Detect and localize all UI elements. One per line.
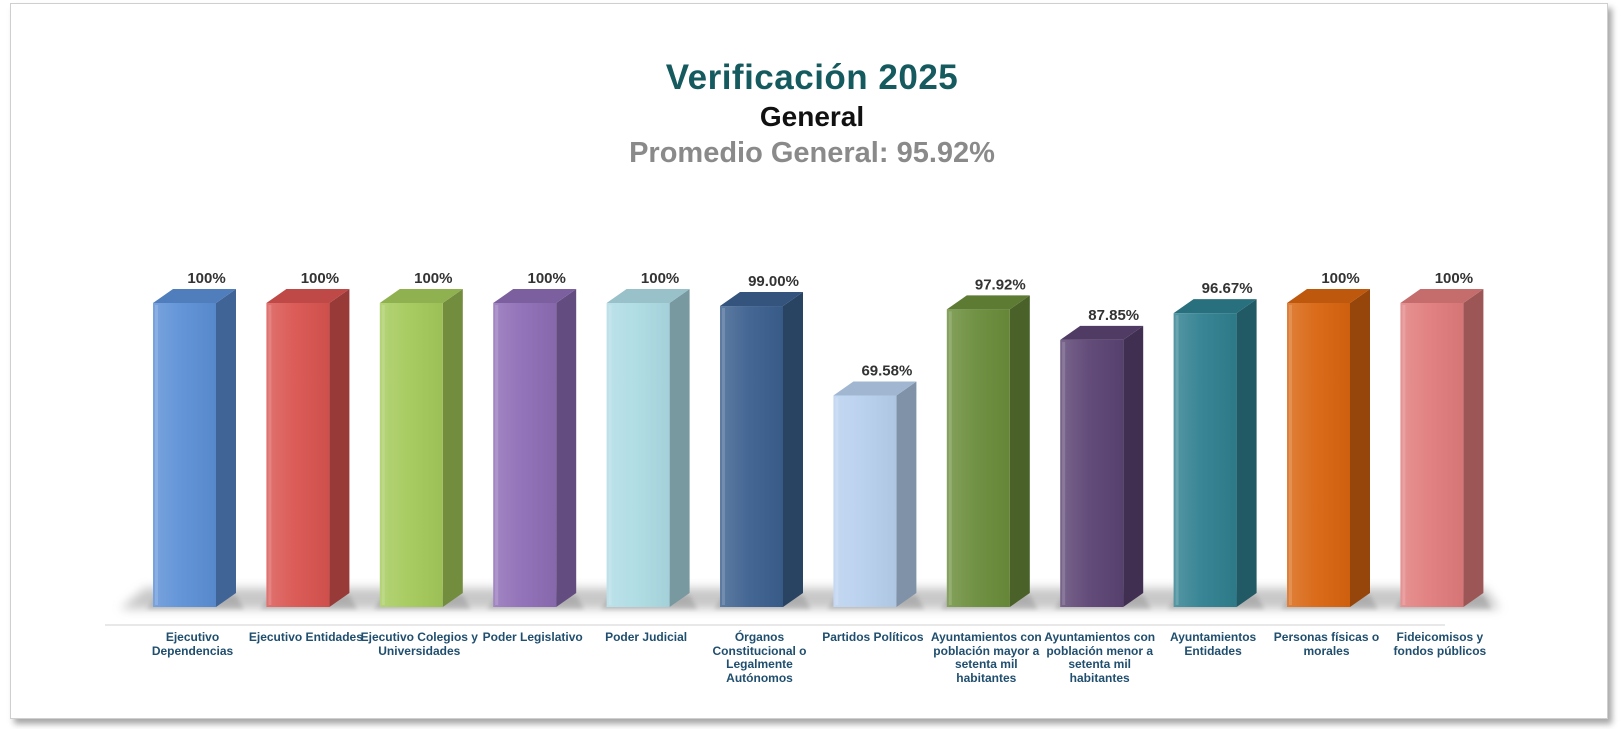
bar-value-label: 69.58% — [861, 362, 912, 379]
bar-value-label: 100% — [641, 270, 679, 287]
bar-value-label: 100% — [1435, 270, 1473, 287]
bar-value-label: 100% — [414, 270, 452, 287]
category-label: Ejecutivo Dependencias — [151, 630, 234, 658]
bar — [714, 292, 811, 609]
bar-value-label: 97.92% — [975, 276, 1026, 293]
bar — [260, 289, 358, 609]
bar — [373, 289, 471, 609]
bar-value-label: 100% — [301, 270, 339, 287]
bar — [1167, 299, 1265, 609]
bar — [1281, 289, 1378, 609]
chart-subtitle: General — [759, 101, 865, 132]
category-label: Partidos Políticos — [822, 630, 924, 644]
category-label: Poder Legislativo — [482, 630, 583, 644]
bar-value-label: 96.67% — [1202, 280, 1253, 297]
category-label: Poder Judicial — [605, 630, 688, 644]
average-label: Promedio General: 95.92% — [629, 137, 995, 169]
category-label: Ayuntamientos con población mayor a sete… — [930, 630, 1042, 685]
category-label: Órganos Constitucional o Legalmente Autó… — [712, 630, 807, 685]
category-label: Fideicomisos y fondos públicos — [1393, 630, 1487, 658]
bar-value-label: 100% — [528, 270, 566, 287]
category-label: Personas físicas o morales — [1273, 630, 1380, 658]
category-label: Ayuntamientos con población menor a sete… — [1044, 630, 1156, 685]
category-label: Ejecutivo Colegios y Universidades — [360, 630, 478, 658]
bar — [940, 295, 1038, 609]
chart-title: Verificación 2025 — [665, 58, 959, 97]
bar-value-label: 99.00% — [748, 273, 799, 290]
bar-value-label: 87.85% — [1088, 307, 1139, 324]
bar — [827, 381, 925, 609]
bar-value-label: 100% — [187, 270, 225, 287]
bar-value-label: 100% — [1321, 270, 1359, 287]
bar — [1054, 325, 1152, 609]
category-label: Ayuntamientos Entidades — [1169, 630, 1257, 658]
category-label: Ejecutivo Entidades — [248, 630, 363, 644]
bar — [487, 289, 585, 609]
bar — [600, 289, 698, 609]
bar — [147, 289, 244, 609]
bar — [1394, 289, 1492, 609]
